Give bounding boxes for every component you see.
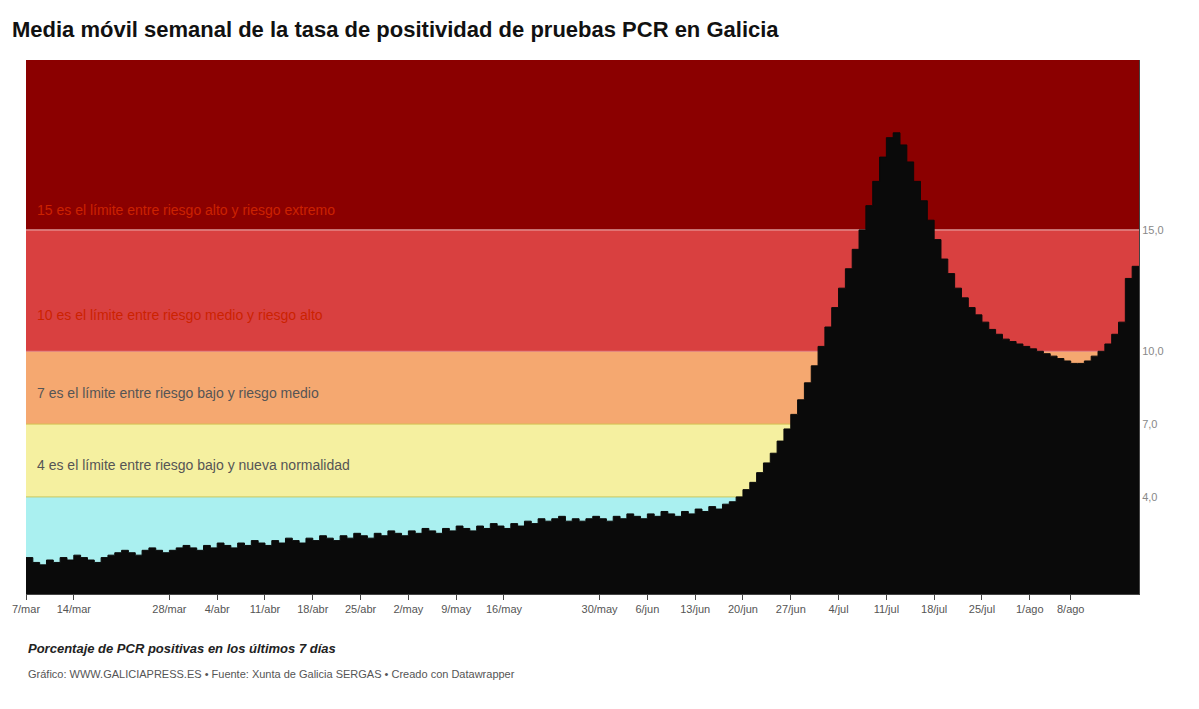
svg-text:Porcentaje de PCR positivas en: Porcentaje de PCR positivas en los últim…	[28, 641, 336, 656]
svg-text:6/jun: 6/jun	[635, 603, 659, 615]
svg-text:11/abr: 11/abr	[250, 603, 281, 615]
svg-text:4/jul: 4/jul	[828, 603, 848, 615]
svg-text:7/mar: 7/mar	[12, 603, 40, 615]
svg-text:20/jun: 20/jun	[728, 603, 758, 615]
svg-text:Media móvil semanal de la tasa: Media móvil semanal de la tasa de positi…	[12, 17, 779, 42]
svg-text:30/may: 30/may	[582, 603, 619, 615]
svg-text:2/may: 2/may	[393, 603, 423, 615]
svg-text:11/jul: 11/jul	[874, 603, 899, 615]
svg-text:1/ago: 1/ago	[1016, 603, 1044, 615]
svg-text:27/jun: 27/jun	[776, 603, 806, 615]
svg-text:10 es el límite entre riesgo m: 10 es el límite entre riesgo medio y rie…	[37, 307, 323, 323]
svg-text:4,0: 4,0	[1142, 491, 1157, 503]
svg-text:7,0: 7,0	[1142, 418, 1157, 430]
svg-text:7 es el límite entre riesgo ba: 7 es el límite entre riesgo bajo y riesg…	[37, 385, 319, 401]
svg-text:15,0: 15,0	[1142, 224, 1163, 236]
svg-text:16/may: 16/may	[486, 603, 523, 615]
svg-text:25/abr: 25/abr	[345, 603, 377, 615]
svg-text:4 es el límite entre riesgo ba: 4 es el límite entre riesgo bajo y nueva…	[37, 457, 350, 473]
svg-text:8/ago: 8/ago	[1057, 603, 1085, 615]
svg-text:18/abr: 18/abr	[297, 603, 329, 615]
svg-text:25/jul: 25/jul	[969, 603, 995, 615]
svg-text:10,0: 10,0	[1142, 345, 1163, 357]
svg-text:28/mar: 28/mar	[152, 603, 187, 615]
svg-text:14/mar: 14/mar	[57, 603, 92, 615]
svg-text:18/jul: 18/jul	[921, 603, 947, 615]
svg-text:13/jun: 13/jun	[680, 603, 710, 615]
svg-text:Gráfico: WWW.GALICIAPRESS.ES •: Gráfico: WWW.GALICIAPRESS.ES • Fuente: X…	[28, 668, 515, 680]
svg-text:15 es el límite entre riesgo a: 15 es el límite entre riesgo alto y ries…	[37, 202, 335, 218]
svg-text:4/abr: 4/abr	[205, 603, 230, 615]
svg-text:9/may: 9/may	[441, 603, 471, 615]
